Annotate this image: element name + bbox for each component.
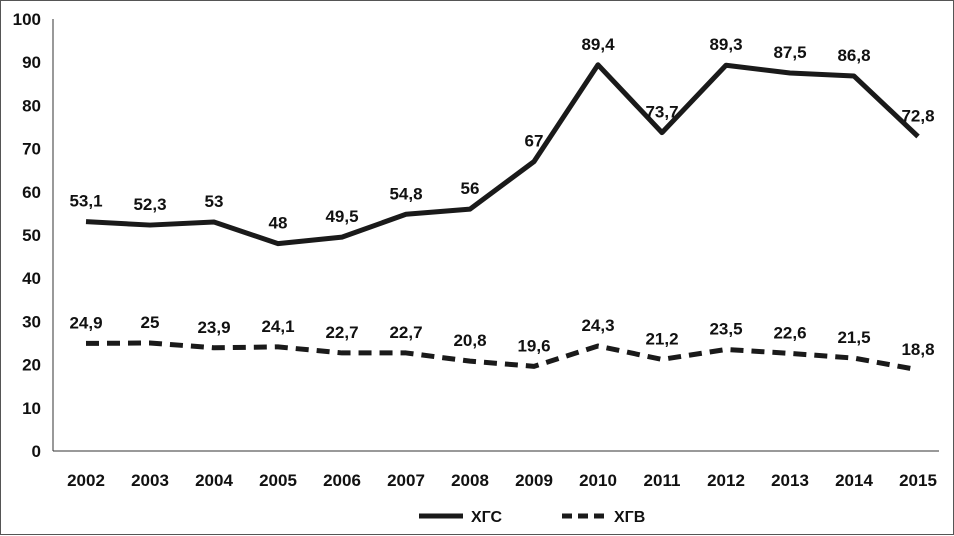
data-label: 22,7 bbox=[389, 323, 422, 342]
x-tick-label: 2013 bbox=[771, 471, 809, 490]
x-tick-label: 2002 bbox=[67, 471, 105, 490]
y-axis: 0 10 20 30 40 50 60 70 80 90 100 bbox=[13, 10, 54, 461]
data-label: 56 bbox=[461, 179, 480, 198]
x-tick-label: 2004 bbox=[195, 471, 233, 490]
x-tick-label: 2012 bbox=[707, 471, 745, 490]
x-tick-label: 2007 bbox=[387, 471, 425, 490]
x-tick-label: 2014 bbox=[835, 471, 873, 490]
legend-label: ХГВ bbox=[614, 509, 645, 526]
data-label: 49,5 bbox=[325, 207, 358, 226]
data-label: 48 bbox=[269, 214, 288, 233]
x-tick-label: 2010 bbox=[579, 471, 617, 490]
series-line-hgs bbox=[85, 62, 920, 247]
data-label: 19,6 bbox=[517, 336, 550, 355]
y-tick-label: 90 bbox=[22, 53, 41, 72]
legend-label: ХГС bbox=[471, 509, 503, 526]
y-tick-label: 70 bbox=[22, 140, 41, 159]
data-label: 21,2 bbox=[645, 329, 678, 348]
y-tick-label: 10 bbox=[22, 399, 41, 418]
data-label: 87,5 bbox=[773, 43, 806, 62]
y-tick-label: 60 bbox=[22, 183, 41, 202]
x-axis: 2002 2003 2004 2005 2006 2007 2008 2009 2010 2011… bbox=[53, 450, 939, 490]
data-label: 89,4 bbox=[581, 35, 615, 54]
x-tick-label: 2003 bbox=[131, 471, 169, 490]
x-tick-label: 2011 bbox=[644, 471, 681, 490]
y-tick-label: 50 bbox=[22, 226, 41, 245]
y-tick-label: 0 bbox=[32, 442, 41, 461]
x-tick-label: 2006 bbox=[323, 471, 361, 490]
x-tick-label: 2015 bbox=[899, 471, 937, 490]
data-label: 24,1 bbox=[261, 317, 294, 336]
data-label: 18,8 bbox=[901, 340, 934, 359]
data-label: 23,9 bbox=[197, 318, 230, 337]
data-label: 24,3 bbox=[581, 316, 614, 335]
data-label: 72,8 bbox=[901, 107, 934, 126]
x-tick-label: 2009 bbox=[515, 471, 553, 490]
data-label: 89,3 bbox=[709, 35, 742, 54]
data-label: 22,7 bbox=[325, 323, 358, 342]
y-tick-label: 40 bbox=[22, 269, 41, 288]
data-label: 53,1 bbox=[69, 192, 102, 211]
x-tick-label: 2008 bbox=[451, 471, 489, 490]
data-labels: 53,1 52,3 53 48 49,5 54,8 56 67 89,4 73,7 89,3 87,5… bbox=[69, 35, 934, 359]
data-label: 86,8 bbox=[837, 46, 870, 65]
y-tick-label: 80 bbox=[22, 96, 41, 115]
legend: ХГС ХГВ bbox=[419, 509, 645, 526]
data-label: 24,9 bbox=[69, 313, 102, 332]
y-tick-label: 100 bbox=[13, 10, 41, 29]
y-tick-label: 30 bbox=[22, 312, 41, 331]
data-label: 67 bbox=[525, 132, 544, 151]
data-label: 53 bbox=[205, 192, 224, 211]
data-label: 54,8 bbox=[389, 184, 422, 203]
data-label: 73,7 bbox=[645, 103, 678, 122]
x-tick-label: 2005 bbox=[259, 471, 297, 490]
series-line-hgv bbox=[85, 340, 919, 373]
data-label: 52,3 bbox=[133, 195, 166, 214]
series-lines bbox=[85, 62, 920, 373]
data-label: 20,8 bbox=[453, 331, 486, 350]
y-tick-label: 20 bbox=[22, 356, 41, 375]
data-label: 25 bbox=[141, 313, 160, 332]
data-label: 21,5 bbox=[837, 328, 870, 347]
data-label: 22,6 bbox=[773, 323, 806, 342]
data-label: 23,5 bbox=[709, 319, 742, 338]
